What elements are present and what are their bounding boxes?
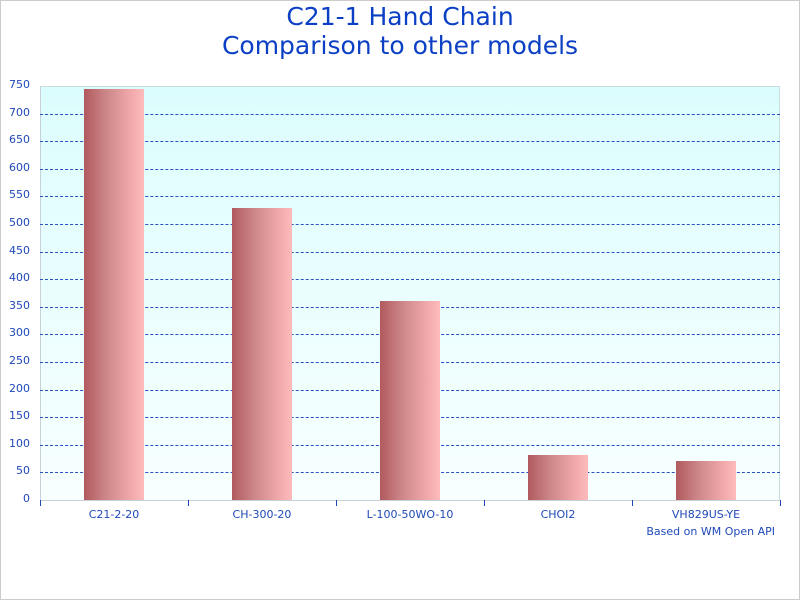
y-tick-label: 600 [9, 161, 30, 174]
y-tick-label: 500 [9, 216, 30, 229]
gridline [40, 252, 780, 253]
y-tick-label: 350 [9, 299, 30, 312]
x-tick-label: L-100-50WO-10 [366, 508, 454, 521]
x-tick-label: CHOI2 [540, 508, 576, 521]
title-line-1: C21-1 Hand Chain [286, 2, 514, 31]
y-tick-label: 250 [9, 354, 30, 367]
gridline [40, 224, 780, 225]
x-tick [780, 500, 781, 506]
source-credit: Based on WM Open API [646, 525, 775, 538]
bar[interactable] [232, 208, 292, 500]
x-tick-label: C21-2-20 [88, 508, 140, 521]
gridline [40, 169, 780, 170]
gridline [40, 196, 780, 197]
gridline [40, 114, 780, 115]
y-tick-label: 150 [9, 409, 30, 422]
y-tick-label: 0 [23, 492, 30, 505]
y-tick-label: 400 [9, 271, 30, 284]
x-tick [336, 500, 337, 506]
bar[interactable] [528, 455, 588, 500]
y-tick-label: 450 [9, 244, 30, 257]
y-tick-label: 750 [9, 78, 30, 91]
y-tick-label: 50 [16, 464, 30, 477]
bar[interactable] [84, 89, 144, 500]
x-tick-label: VH829US-YE [671, 508, 741, 521]
title-line-2: Comparison to other models [221, 31, 579, 60]
x-tick-label: CH-300-20 [232, 508, 292, 521]
x-tick [632, 500, 633, 506]
x-axis-line [40, 500, 780, 501]
bar[interactable] [676, 461, 736, 500]
x-tick [188, 500, 189, 506]
gridline [40, 279, 780, 280]
y-tick-label: 550 [9, 188, 30, 201]
y-tick-label: 300 [9, 326, 30, 339]
y-tick-label: 100 [9, 437, 30, 450]
bar[interactable] [380, 301, 440, 500]
x-tick [484, 500, 485, 506]
y-tick-label: 200 [9, 382, 30, 395]
x-tick [40, 500, 41, 506]
gridline [40, 141, 780, 142]
chart-title: C21-1 Hand Chain Comparison to other mod… [0, 2, 800, 60]
y-tick-label: 700 [9, 106, 30, 119]
y-tick-label: 650 [9, 133, 30, 146]
